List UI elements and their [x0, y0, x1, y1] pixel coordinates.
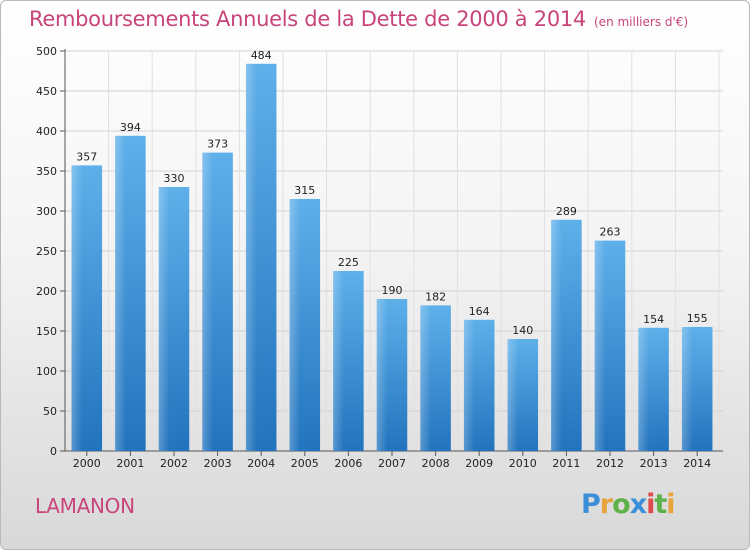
- logo-letter: t: [654, 489, 667, 520]
- x-tick-label: 2008: [422, 457, 450, 470]
- data-label: 263: [600, 226, 621, 239]
- x-tick-label: 2013: [640, 457, 668, 470]
- bar-highlight: [507, 339, 519, 451]
- data-label: 140: [512, 324, 533, 337]
- logo-letter: i: [666, 489, 675, 520]
- commune-name: LAMANON: [35, 494, 135, 518]
- bar-highlight: [289, 199, 301, 451]
- y-tick-label: 500: [36, 45, 57, 58]
- data-label: 373: [207, 138, 228, 151]
- x-tick-label: 2007: [378, 457, 406, 470]
- x-tick-label: 2010: [509, 457, 537, 470]
- bar-highlight: [115, 135, 126, 452]
- logo-letter: x: [629, 489, 647, 520]
- bar-highlight: [376, 299, 388, 451]
- bar-highlight: [333, 271, 344, 451]
- bar-highlight: [681, 327, 693, 451]
- data-label: 190: [382, 284, 403, 297]
- x-tick-label: 2006: [334, 457, 362, 470]
- bar-highlight: [551, 219, 562, 451]
- data-label: 155: [687, 312, 708, 325]
- x-tick-label: 2005: [291, 457, 319, 470]
- bar-highlight: [420, 305, 432, 451]
- data-label: 394: [120, 121, 141, 134]
- bar-layer: [71, 63, 713, 452]
- x-tick-label: 2003: [204, 457, 232, 470]
- logo-letter: i: [646, 489, 655, 520]
- y-tick-label: 250: [36, 245, 57, 258]
- unit-note: (en milliers d'€): [594, 15, 689, 29]
- x-tick-label: 2012: [596, 457, 624, 470]
- chart-title: Remboursements Annuels de la Dette de 20…: [29, 7, 688, 31]
- y-tick-label: 450: [36, 85, 57, 98]
- proxiti-logo: Proxiti: [581, 489, 676, 520]
- x-tick-label: 2001: [116, 457, 144, 470]
- data-label: 315: [294, 184, 315, 197]
- y-tick-label: 300: [36, 205, 57, 218]
- y-tick-label: 100: [36, 365, 57, 378]
- data-label: 357: [76, 150, 97, 163]
- y-tick-label: 350: [36, 165, 57, 178]
- data-label: 484: [251, 49, 272, 62]
- x-tick-label: 2000: [73, 457, 101, 470]
- bar-highlight: [638, 327, 650, 451]
- data-label: 182: [425, 290, 446, 303]
- data-label: 164: [469, 305, 490, 318]
- x-tick-label: 2004: [247, 457, 275, 470]
- data-label: 289: [556, 205, 577, 218]
- bar-highlight: [158, 187, 170, 451]
- bar-highlight: [594, 240, 606, 451]
- bar-highlight: [245, 63, 257, 452]
- logo-letter: r: [599, 489, 613, 520]
- chart-title-text: Remboursements Annuels de la Dette de 20…: [29, 7, 586, 31]
- y-tick-label: 200: [36, 285, 57, 298]
- bar-highlight: [463, 319, 475, 451]
- y-tick-label: 0: [50, 445, 57, 458]
- data-label: 154: [643, 313, 664, 326]
- bar-highlight: [202, 152, 214, 451]
- y-tick-label: 400: [36, 125, 57, 138]
- y-tick-label: 50: [43, 405, 57, 418]
- logo-letter: o: [612, 489, 631, 520]
- y-tick-label: 150: [36, 325, 57, 338]
- x-tick-label: 2002: [160, 457, 188, 470]
- data-label: 330: [164, 172, 185, 185]
- logo-letter: P: [581, 489, 601, 520]
- x-tick-label: 2009: [465, 457, 493, 470]
- bar-highlight: [71, 165, 83, 451]
- x-tick-label: 2011: [552, 457, 580, 470]
- label-layer: 357 394 330 373 484 315 225 190 182 164 140 289 263 1…: [76, 49, 707, 337]
- x-tick-label: 2014: [683, 457, 711, 470]
- data-label: 225: [338, 256, 359, 269]
